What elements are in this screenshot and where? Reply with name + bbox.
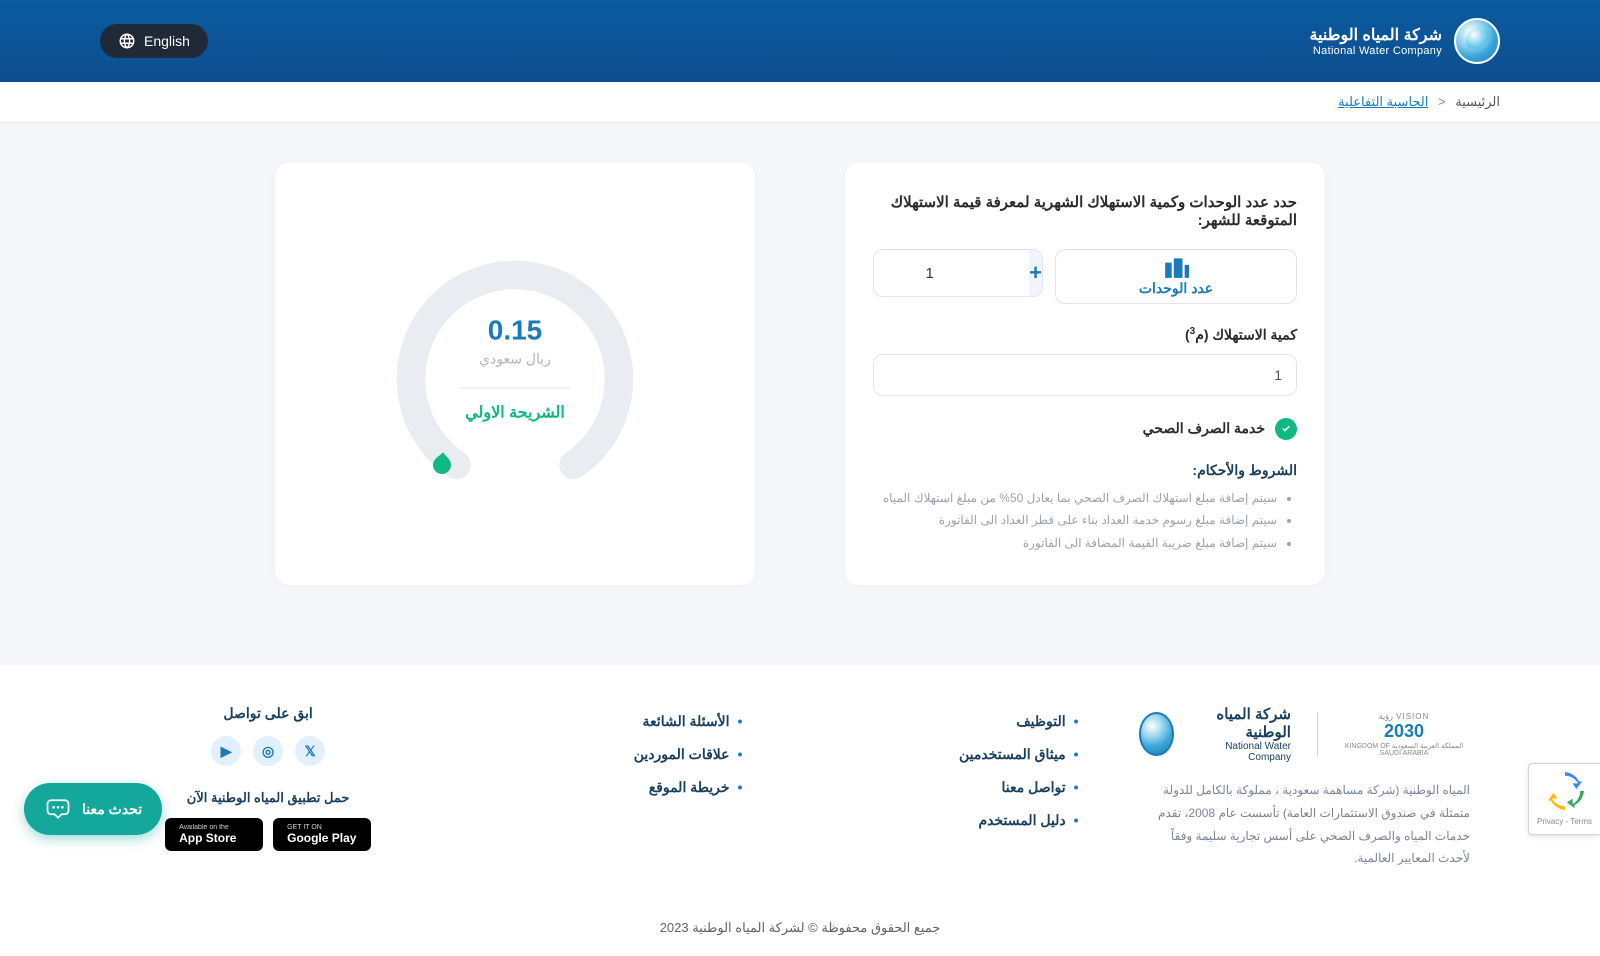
buildings-icon — [1163, 256, 1189, 278]
google-play-badge[interactable]: GET IT ON Google Play — [273, 818, 371, 851]
footer-link[interactable]: علاقات الموردين — [466, 738, 742, 771]
logo-text: شركة المياه الوطنية National Water Compa… — [1309, 25, 1442, 57]
footer-links-col2: الأسئلة الشائعة علاقات الموردين خريطة ال… — [466, 705, 742, 870]
terms-item: سيتم إضافة مبلغ ضريبة القيمة المضافة الى… — [873, 532, 1277, 555]
language-label: English — [144, 33, 190, 49]
gauge-wrap: 0.15 ريال سعودي الشريحة الاولي — [385, 244, 645, 504]
units-label: عدد الوحدات — [1139, 280, 1213, 297]
logo-text-en: National Water Company — [1309, 45, 1442, 57]
social-title: ابق على تواصل — [130, 705, 406, 722]
footer: VISION رؤية 2030 المملكة العربية السعودي… — [0, 665, 1600, 956]
sewage-checkbox-row[interactable]: خدمة الصرف الصحي — [873, 418, 1297, 440]
calculator-form-card: حدد عدد الوحدات وكمية الاستهلاك الشهرية … — [845, 163, 1325, 585]
gauge-unit: ريال سعودي — [385, 351, 645, 368]
units-increment-button[interactable]: + — [1029, 250, 1042, 296]
consumption-input[interactable] — [873, 354, 1297, 396]
footer-logos: VISION رؤية 2030 المملكة العربية السعودي… — [1139, 705, 1470, 763]
footer-description: المياه الوطنية (شركة مساهمة سعودية ، ممل… — [1139, 779, 1470, 870]
footer-social-column: ابق على تواصل 𝕏 ◎ ▶ حمل تطبيق المياه الو… — [130, 705, 406, 870]
terms-item: سيتم إضافة مبلغ رسوم خدمة العداد بناء عل… — [873, 509, 1277, 532]
sewage-label: خدمة الصرف الصحي — [1143, 420, 1265, 437]
footer-link[interactable]: التوظيف — [802, 705, 1078, 738]
terms-list: سيتم إضافة مبلغ استهلاك الصرف الصحي بما … — [873, 487, 1297, 555]
footer-logo-icon — [1139, 712, 1174, 756]
social-icons: 𝕏 ◎ ▶ — [130, 736, 406, 766]
recaptcha-text: Privacy - Terms — [1535, 817, 1594, 826]
footer-link[interactable]: دليل المستخدم — [802, 804, 1078, 837]
app-store-badge[interactable]: Available on the App Store — [165, 818, 263, 851]
language-toggle-button[interactable]: English — [100, 24, 208, 58]
chat-bubble-icon — [44, 795, 72, 823]
breadcrumb-current[interactable]: الحاسبة التفاعلية — [1338, 94, 1428, 109]
terms-item: سيتم إضافة مبلغ استهلاك الصرف الصحي بما … — [873, 487, 1277, 510]
footer-columns: VISION رؤية 2030 المملكة العربية السعودي… — [130, 705, 1470, 870]
globe-icon — [118, 32, 136, 50]
terms-title: الشروط والأحكام: — [873, 462, 1297, 479]
footer-link[interactable]: الأسئلة الشائعة — [466, 705, 742, 738]
units-row: عدد الوحدات + − — [873, 249, 1297, 304]
footer-brand-column: VISION رؤية 2030 المملكة العربية السعودي… — [1139, 705, 1470, 870]
gauge-value: 0.15 — [385, 315, 645, 347]
footer-link[interactable]: خريطة الموقع — [466, 771, 742, 804]
footer-link[interactable]: تواصل معنا — [802, 771, 1078, 804]
twitter-x-icon[interactable]: 𝕏 — [295, 736, 325, 766]
chat-widget-button[interactable]: تحدث معنا — [24, 783, 162, 835]
footer-link[interactable]: ميثاق المستخدمين — [802, 738, 1078, 771]
consumption-label: كمية الاستهلاك (م3) — [873, 326, 1297, 344]
recaptcha-badge[interactable]: Privacy - Terms — [1528, 763, 1600, 835]
footer-logo-text: شركة المياه الوطنية National Water Compa… — [1194, 705, 1291, 763]
breadcrumb-separator: < — [1438, 94, 1446, 109]
breadcrumb-home[interactable]: الرئيسية — [1455, 94, 1500, 109]
brand-logo: شركة المياه الوطنية National Water Compa… — [1309, 18, 1500, 64]
breadcrumb: الرئيسية < الحاسبة التفاعلية — [0, 82, 1600, 123]
units-stepper: + − — [873, 249, 1043, 297]
instagram-icon[interactable]: ◎ — [253, 736, 283, 766]
footer-links-col1: التوظيف ميثاق المستخدمين تواصل معنا دليل… — [802, 705, 1078, 870]
vision-2030-logo: VISION رؤية 2030 المملكة العربية السعودي… — [1317, 712, 1470, 757]
chat-label: تحدث معنا — [82, 801, 142, 818]
download-title: حمل تطبيق المياه الوطنية الآن — [130, 790, 406, 806]
recaptcha-icon — [1546, 772, 1584, 810]
gauge-divider — [460, 388, 570, 389]
form-title: حدد عدد الوحدات وكمية الاستهلاك الشهرية … — [873, 193, 1297, 229]
gauge-center: 0.15 ريال سعودي الشريحة الاولي — [385, 315, 645, 423]
main-content: حدد عدد الوحدات وكمية الاستهلاك الشهرية … — [0, 123, 1600, 625]
result-gauge-card: 0.15 ريال سعودي الشريحة الاولي — [275, 163, 755, 585]
youtube-icon[interactable]: ▶ — [211, 736, 241, 766]
units-label-box: عدد الوحدات — [1055, 249, 1297, 304]
header: شركة المياه الوطنية National Water Compa… — [0, 0, 1600, 82]
gauge-tier: الشريحة الاولي — [385, 403, 645, 423]
store-badges: GET IT ON Google Play Available on the A… — [130, 818, 406, 851]
checkbox-checked-icon — [1275, 418, 1297, 440]
copyright-text: جميع الحقوق محفوظة © لشركة المياه الوطني… — [130, 900, 1470, 936]
logo-text-ar: شركة المياه الوطنية — [1309, 25, 1442, 45]
logo-icon — [1454, 18, 1500, 64]
units-input[interactable] — [873, 250, 1029, 296]
